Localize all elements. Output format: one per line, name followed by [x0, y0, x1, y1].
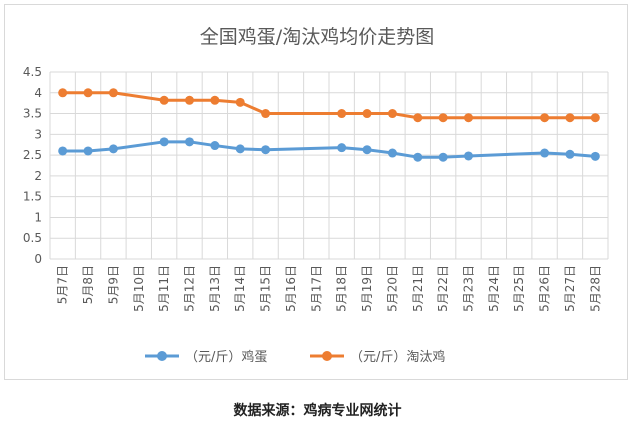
x-tick-label: 5月22日: [436, 265, 450, 312]
x-tick-label: 5月14日: [233, 265, 247, 312]
x-tick-label: 5月28日: [588, 265, 602, 312]
data-point: [387, 148, 397, 158]
legend-marker-1: [157, 351, 167, 361]
legend-label-1: （元/斤）鸡蛋: [185, 349, 267, 365]
data-point: [185, 137, 194, 147]
data-point: [210, 95, 220, 105]
data-point: [540, 148, 550, 158]
x-tick-label: 5月16日: [284, 265, 298, 312]
data-point: [565, 149, 575, 159]
x-tick-label: 5月13日: [208, 265, 222, 312]
y-tick-label: 2: [34, 169, 42, 183]
data-point: [108, 144, 118, 154]
data-point: [438, 152, 448, 162]
data-point: [464, 151, 473, 161]
x-tick-label: 5月11日: [157, 265, 171, 312]
data-point: [362, 109, 372, 119]
x-tick-label: 5月17日: [309, 265, 323, 312]
data-point: [261, 109, 271, 119]
data-source-note: 数据来源：鸡病专业网统计: [233, 403, 402, 419]
data-point: [235, 97, 245, 107]
data-point: [540, 113, 550, 123]
y-tick-label: 4: [34, 86, 42, 100]
x-tick-label: 5月26日: [538, 265, 552, 312]
data-point: [83, 88, 93, 98]
data-point: [438, 113, 448, 123]
y-tick-label: 2.5: [23, 148, 42, 162]
data-point: [590, 151, 600, 161]
x-tick-label: 5月9日: [106, 265, 120, 304]
y-tick-label: 3: [34, 127, 42, 141]
data-point: [83, 146, 93, 156]
y-tick-label: 1: [34, 210, 42, 224]
y-tick-label: 4.5: [23, 65, 42, 79]
x-tick-label: 5月20日: [385, 265, 399, 312]
legend-marker-2: [322, 351, 332, 361]
y-tick-label: 1.5: [23, 190, 42, 204]
data-point: [58, 88, 68, 98]
x-tick-label: 5月19日: [360, 265, 374, 312]
x-tick-label: 5月21日: [411, 265, 425, 312]
data-point: [464, 113, 473, 123]
x-tick-label: 5月24日: [487, 265, 501, 312]
data-point: [235, 144, 245, 154]
x-tick-label: 5月15日: [259, 265, 273, 312]
data-point: [210, 141, 220, 151]
data-point: [261, 145, 271, 155]
data-point: [590, 113, 600, 123]
y-tick-label: 0.5: [23, 231, 42, 245]
x-tick-label: 5月27日: [563, 265, 577, 312]
data-point: [387, 109, 397, 119]
x-tick-label: 5月18日: [335, 265, 349, 312]
data-point: [159, 95, 169, 105]
x-tick-label: 5月8日: [81, 265, 95, 304]
x-tick-label: 5月10日: [132, 265, 146, 312]
chart-frame: 全国鸡蛋/淘汰鸡均价走势图 0 0.5 1 1.5 2 2.5 3 3.5 4 4.5 5月7日 5月8…: [4, 4, 628, 380]
x-tick-label: 5月12日: [183, 265, 197, 312]
x-tick-label: 5月7日: [56, 265, 70, 304]
chart-title: 全国鸡蛋/淘汰鸡均价走势图: [200, 26, 434, 48]
line-chart: 全国鸡蛋/淘汰鸡均价走势图 0 0.5 1 1.5 2 2.5 3 3.5 4 4.5 5月7日 5月8…: [23, 26, 609, 365]
x-tick-label: 5月23日: [462, 265, 476, 312]
y-tick-label: 0: [34, 252, 42, 266]
data-point: [108, 88, 118, 98]
data-point: [413, 152, 423, 162]
y-tick-label: 3.5: [23, 107, 42, 121]
data-point: [565, 113, 575, 123]
data-point: [413, 113, 423, 123]
legend-label-2: （元/斤）淘汰鸡: [350, 349, 445, 365]
data-point: [58, 146, 68, 156]
data-point: [337, 143, 347, 153]
x-tick-label: 5月25日: [512, 265, 526, 312]
data-point: [159, 137, 169, 147]
data-point: [185, 95, 194, 105]
data-point: [337, 109, 347, 119]
data-point: [362, 145, 372, 155]
